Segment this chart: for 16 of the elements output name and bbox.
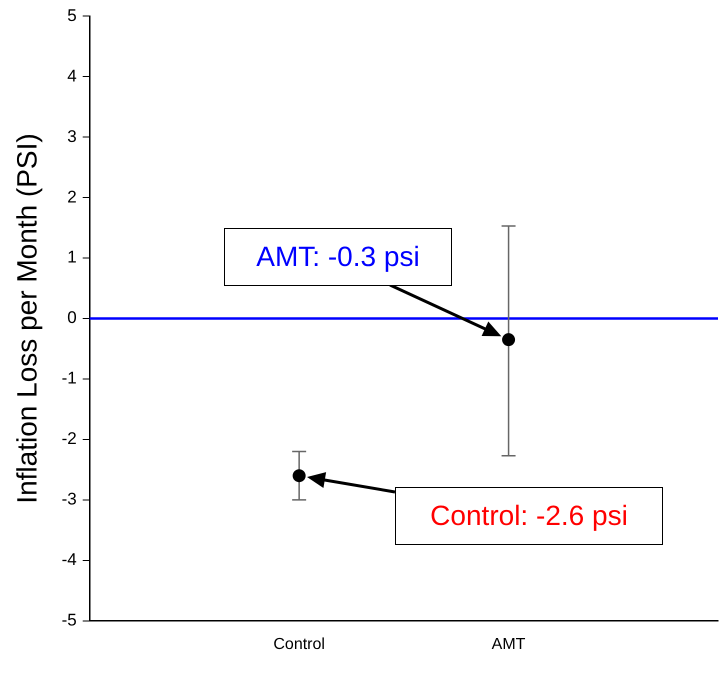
y-tick-label: 1 [67, 248, 77, 267]
y-tick-label: -5 [62, 610, 77, 630]
x-tick-label: Control [273, 636, 325, 653]
y-tick-label: 2 [67, 187, 77, 206]
y-tick-label: -2 [62, 429, 77, 448]
y-tick-label: -3 [62, 490, 77, 509]
y-tick-label: 4 [67, 66, 77, 86]
y-tick-label: 3 [67, 126, 77, 146]
x-tick-label: AMT [492, 636, 526, 653]
y-tick-label: 5 [67, 6, 77, 25]
y-axis-title: Inflation Loss per Month (PSI) [12, 133, 43, 504]
y-tick-label: -1 [62, 368, 77, 388]
annotation: Control: -2.6 psi [395, 487, 663, 545]
y-tick-label: 0 [67, 308, 77, 328]
y-tick-label: -4 [62, 550, 77, 570]
annotation: AMT: -0.3 psi [224, 228, 452, 286]
